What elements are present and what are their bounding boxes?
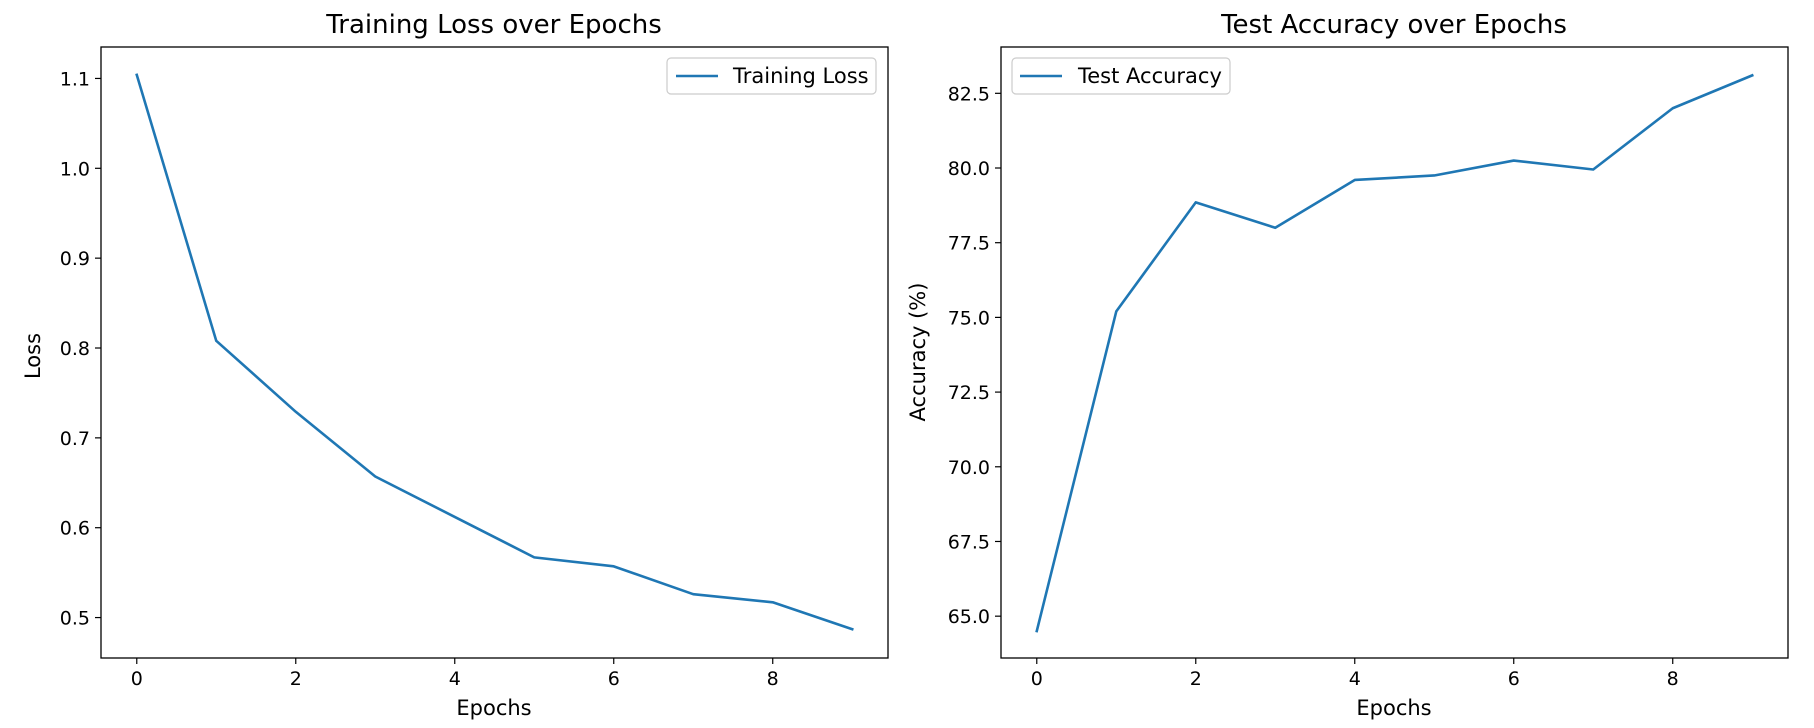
accuracy-chart-ytick-label: 75.0: [948, 307, 990, 329]
loss-chart-xtick-label: 6: [608, 668, 620, 690]
loss-chart-ticks: 0 2 4 6 8 0.5 0.6 0.7 0.8 0.9 1.0 1.1: [60, 68, 779, 690]
accuracy-chart-ytick-label: 65.0: [948, 606, 990, 628]
accuracy-chart-ytick-label: 77.5: [948, 233, 990, 255]
loss-chart-legend-label: Training Loss: [732, 64, 869, 88]
accuracy-chart-xlabel: Epochs: [1356, 696, 1431, 720]
accuracy-chart-ylabel: Accuracy (%): [906, 283, 930, 422]
loss-chart-legend-box: [666, 57, 877, 95]
loss-chart-ytick-label: 0.9: [60, 248, 90, 270]
loss-chart-xtick-label: 8: [767, 668, 779, 690]
loss-chart-ytick-label: 0.6: [60, 518, 90, 540]
accuracy-chart-ytick-label: 72.5: [948, 382, 990, 404]
loss-chart-title: Training Loss over Epochs: [325, 10, 662, 40]
loss-chart-ytick-label: 0.8: [60, 338, 90, 360]
loss-chart-ytick-label: 1.1: [60, 68, 90, 90]
accuracy-chart-xtick-label: 8: [1667, 668, 1679, 690]
loss-chart-ytick-label: 0.7: [60, 428, 90, 450]
accuracy-chart-xtick-label: 6: [1508, 668, 1520, 690]
accuracy-chart-plot-frame: [1000, 46, 1789, 659]
accuracy-chart-title: Test Accuracy over Epochs: [1220, 10, 1567, 40]
loss-chart-xtick-label: 2: [290, 668, 302, 690]
loss-chart: Training Loss over Epochs Epochs Loss 0 2…: [21, 10, 889, 720]
accuracy-chart-legend-box: [1011, 57, 1231, 95]
loss-chart-series: [135, 73, 854, 631]
accuracy-chart-ytick-label: 80.0: [948, 158, 990, 180]
accuracy-chart-legend-label: Test Accuracy: [1077, 64, 1222, 88]
loss-chart-plot-frame: [100, 46, 889, 659]
accuracy-chart-legend: Test Accuracy: [1011, 57, 1231, 95]
loss-chart-xtick-label: 0: [131, 668, 143, 690]
accuracy-chart-ytick-label: 67.5: [948, 531, 990, 553]
loss-chart-xtick-label: 4: [449, 668, 461, 690]
accuracy-chart: Test Accuracy over Epochs Epochs Accurac…: [906, 10, 1789, 720]
loss-chart-legend: Training Loss: [666, 57, 877, 95]
accuracy-chart-series-line-0: [1035, 73, 1754, 633]
loss-chart-ytick-label: 1.0: [60, 158, 90, 180]
loss-chart-series-line-0: [135, 73, 854, 631]
loss-chart-xlabel: Epochs: [456, 696, 531, 720]
loss-chart-ylabel: Loss: [21, 333, 45, 379]
accuracy-chart-ytick-label: 82.5: [948, 83, 990, 105]
accuracy-chart-ticks: 0 2 4 6 8 65.0 67.5 70.0 72.5 75.0 77.5 80.0 82.5: [948, 83, 1679, 690]
accuracy-chart-xtick-label: 4: [1349, 668, 1361, 690]
accuracy-chart-xtick-label: 2: [1190, 668, 1202, 690]
accuracy-chart-ytick-label: 70.0: [948, 457, 990, 479]
accuracy-chart-series: [1035, 73, 1754, 633]
loss-chart-ytick-label: 0.5: [60, 608, 90, 630]
accuracy-chart-xtick-label: 0: [1031, 668, 1043, 690]
